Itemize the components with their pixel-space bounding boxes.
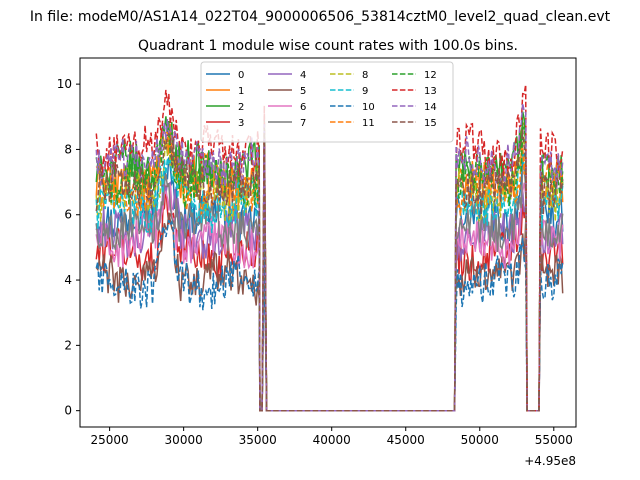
y-tick-label: 8 xyxy=(64,142,72,156)
legend-label: 6 xyxy=(300,102,306,113)
legend-label: 10 xyxy=(362,102,375,113)
x-tick-label: 30000 xyxy=(165,433,203,447)
series-line-15 xyxy=(95,127,564,412)
x-tick-label: 45000 xyxy=(387,433,425,447)
legend-frame xyxy=(200,61,454,143)
series-layer xyxy=(95,84,564,412)
y-tick-label: 4 xyxy=(64,273,72,287)
series-line-7 xyxy=(95,165,564,412)
legend-label: 14 xyxy=(424,102,437,113)
series-line-10 xyxy=(95,219,564,412)
plot-area xyxy=(95,84,564,412)
legend-label: 1 xyxy=(238,86,244,97)
y-tick-label: 6 xyxy=(64,208,72,222)
series-line-9 xyxy=(95,151,564,412)
y-tick-label: 0 xyxy=(64,404,72,418)
y-tick-label: 2 xyxy=(64,338,72,352)
legend-label: 4 xyxy=(300,70,306,81)
series-line-14 xyxy=(95,103,564,412)
legend-label: 8 xyxy=(362,70,368,81)
axes-spines xyxy=(79,57,577,428)
legend-label: 2 xyxy=(238,102,244,113)
series-line-11 xyxy=(95,123,564,412)
x-tick-label: 25000 xyxy=(91,433,129,447)
legend-label: 9 xyxy=(362,86,368,97)
y-tick-label: 10 xyxy=(57,77,72,91)
axes-frame xyxy=(79,57,577,428)
x-tick-label: 55000 xyxy=(535,433,573,447)
legend-label: 13 xyxy=(424,86,437,97)
series-line-6 xyxy=(95,182,564,412)
legend-label: 7 xyxy=(300,118,306,129)
legend-label: 3 xyxy=(238,118,244,129)
legend-label: 0 xyxy=(238,70,244,81)
chart-title: Quadrant 1 module wise count rates with … xyxy=(138,38,518,54)
x-offset-label: +4.95e8 xyxy=(524,454,576,468)
legend-label: 11 xyxy=(362,118,375,129)
y-axis: 0 2 4 6 8 10 xyxy=(57,77,80,418)
legend-label: 5 xyxy=(300,86,306,97)
suptitle: In file: modeM0/AS1A14_022T04_9000006506… xyxy=(30,9,611,25)
x-tick-label: 40000 xyxy=(313,433,351,447)
x-axis: 25000 30000 35000 40000 45000 50000 55000 xyxy=(91,427,573,447)
x-tick-label: 35000 xyxy=(239,433,277,447)
legend-label: 12 xyxy=(424,70,437,81)
series-line-5 xyxy=(95,212,564,412)
x-tick-label: 50000 xyxy=(461,433,499,447)
legend-label: 15 xyxy=(424,118,437,129)
